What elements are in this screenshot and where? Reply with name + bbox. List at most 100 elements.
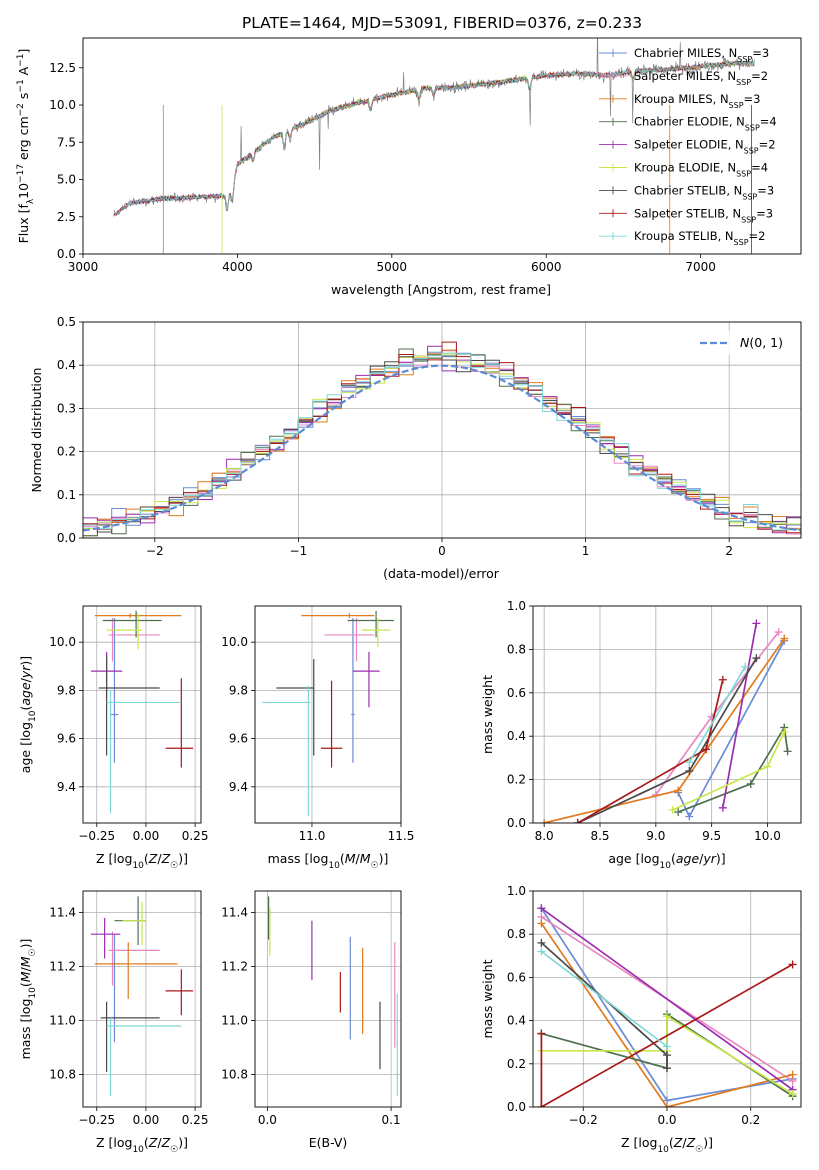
axes-frame xyxy=(82,321,802,539)
plus-marker xyxy=(780,634,789,643)
x-tick-label: 7000 xyxy=(685,260,716,274)
weight-line-salpeter-elodie xyxy=(721,623,758,808)
point-chabrier-elodie xyxy=(102,610,162,638)
plot-area xyxy=(255,891,401,1107)
hist-salpeter-stelib xyxy=(83,341,801,534)
plot-area xyxy=(533,891,801,1107)
plus-marker xyxy=(668,805,677,814)
x-tick-label: 9.0 xyxy=(646,829,665,843)
plus-marker xyxy=(663,1064,671,1073)
axes-frame xyxy=(532,605,802,824)
gaussian-curve xyxy=(83,364,801,532)
point-chabrier-miles xyxy=(110,618,119,763)
plus-marker xyxy=(573,819,582,823)
axes-age-vs-Z: −0.25 0.00 0.25 9.4 9.6 9.8 10.0 Z [log10(Z/Z☉)… xyxy=(18,605,209,871)
x-tick-label: 0.1 xyxy=(382,1113,401,1127)
axes-weight-vs-age: 8.0 8.5 9.0 9.5 10.0 0.0 0.2 0.4 0.6 0.8 1.0 age [l… xyxy=(480,599,802,871)
plus-marker xyxy=(685,812,694,821)
plus-marker xyxy=(537,947,546,956)
x-tick-label: 0.00 xyxy=(133,1113,160,1127)
hist-kroupa-stelib xyxy=(83,352,801,531)
x-tick-label: −2 xyxy=(146,544,164,558)
x-tick-label: 6000 xyxy=(531,260,562,274)
plus-marker xyxy=(752,654,761,663)
plot-area xyxy=(255,606,401,823)
plus-marker xyxy=(788,1070,797,1079)
x-tick-label: −0.25 xyxy=(78,1113,115,1127)
axes-frame xyxy=(82,890,202,1108)
axes-weight-vs-Z: −0.2 0.0 0.2 0.0 0.2 0.4 0.6 0.8 1.0 Z [log10(Z/Z… xyxy=(480,884,802,1155)
legend-label: Chabrier ELODIE, NSSP=4 xyxy=(634,115,777,133)
y-tick-label: 10.8 xyxy=(49,1068,76,1082)
point-kroupa-elodie xyxy=(106,613,142,650)
legend-box xyxy=(694,331,794,355)
y-axis-label: mass weight xyxy=(480,675,495,754)
weight-line-chabrier-elodie xyxy=(677,724,789,813)
y-tick-label: 0.2 xyxy=(507,1057,526,1071)
point-salpeter-stelib xyxy=(320,680,343,768)
weight-line-chabrier-miles xyxy=(677,640,786,819)
point-kroupa-elodie xyxy=(361,618,391,647)
plus-marker xyxy=(741,662,750,671)
axes-mass-vs-Z: −0.25 0.00 0.25 10.8 11.0 11.2 11.4 Z [log10(Z/… xyxy=(18,890,209,1155)
weight-line-salpeter-elodie xyxy=(540,907,794,1091)
point-chabrier-stelib xyxy=(100,1001,160,1072)
x-tick-label: 11.0 xyxy=(299,829,326,843)
legend: Chabrier MILES, NSSP=3 Salpeter MILES, NS… xyxy=(599,46,777,247)
x-tick-label: 0.25 xyxy=(182,829,209,843)
x-tick-label: 3000 xyxy=(68,260,99,274)
legend-label: Salpeter ELODIE, NSSP=2 xyxy=(634,138,776,156)
y-tick-label: 11.4 xyxy=(221,906,248,920)
y-tick-label: 0.1 xyxy=(57,488,76,502)
y-tick-label: 10.0 xyxy=(49,98,76,112)
x-tick-label: 0.0 xyxy=(657,1113,676,1127)
y-tick-label: 7.5 xyxy=(57,135,76,149)
plus-marker xyxy=(763,762,772,771)
y-tick-label: 0.3 xyxy=(57,401,76,415)
x-tick-label: 0.2 xyxy=(741,1113,760,1127)
legend-label: Kroupa STELIB, NSSP=2 xyxy=(634,229,765,247)
plot-area xyxy=(113,38,755,254)
legend-label: Chabrier STELIB, NSSP=3 xyxy=(634,183,774,201)
plus-marker xyxy=(788,1090,797,1099)
legend-label: Kroupa MILES, NSSP=3 xyxy=(634,92,760,110)
point-salpeter-elodie xyxy=(352,651,380,708)
point-kroupa-stelib xyxy=(106,1017,182,1097)
y-tick-label: 11.2 xyxy=(49,960,76,974)
point-kroupa-miles xyxy=(301,613,375,619)
legend-label: Salpeter MILES, NSSP=2 xyxy=(634,69,768,87)
x-tick-label: 11.5 xyxy=(388,829,415,843)
y-tick-label: 0.0 xyxy=(57,247,76,261)
point-salpeter-miles xyxy=(108,618,160,662)
y-axis-label: Normed distribution xyxy=(29,368,44,493)
model-line-salpeter-stelib xyxy=(113,60,755,217)
x-tick-label: 0 xyxy=(438,544,446,558)
y-tick-label: 1.0 xyxy=(507,884,526,898)
plus-marker xyxy=(718,803,727,812)
weight-line-salpeter-stelib xyxy=(540,963,794,1107)
x-tick-label: 5000 xyxy=(377,260,408,274)
axes-age-vs-mass: 11.0 11.5 9.4 9.6 9.8 10.0 mass [log10(M/M☉)] xyxy=(221,605,415,871)
plus-marker xyxy=(537,1029,546,1038)
x-tick-label: 4000 xyxy=(222,260,253,274)
y-tick-label: 1.0 xyxy=(507,599,526,613)
axes-residuals: −2 −1 0 1 2 0.0 0.1 0.2 0.3 0.4 0.5 N(0, 1) (data-mo… xyxy=(29,315,802,581)
axes-frame xyxy=(532,890,802,1108)
y-tick-label: 0.4 xyxy=(507,729,526,743)
y-tick-label: 0.8 xyxy=(507,642,526,656)
point-salpeter-stelib xyxy=(165,678,194,768)
x-axis-label: Z [log10(Z/Z☉)] xyxy=(96,851,188,871)
point-salpeter-stelib xyxy=(165,969,194,1016)
plus-marker xyxy=(718,675,727,684)
point-chabrier-elodie xyxy=(347,610,394,638)
x-tick-label: 9.5 xyxy=(702,829,721,843)
legend: N(0, 1) xyxy=(694,331,794,355)
plus-marker xyxy=(746,779,755,788)
y-axis-label: mass weight xyxy=(480,959,495,1038)
y-tick-label: 10.8 xyxy=(221,1068,248,1082)
x-tick-label: 0.25 xyxy=(182,1113,209,1127)
weight-line-kroupa-stelib xyxy=(540,950,668,1048)
plus-marker xyxy=(702,745,711,754)
plot-area xyxy=(83,322,801,538)
